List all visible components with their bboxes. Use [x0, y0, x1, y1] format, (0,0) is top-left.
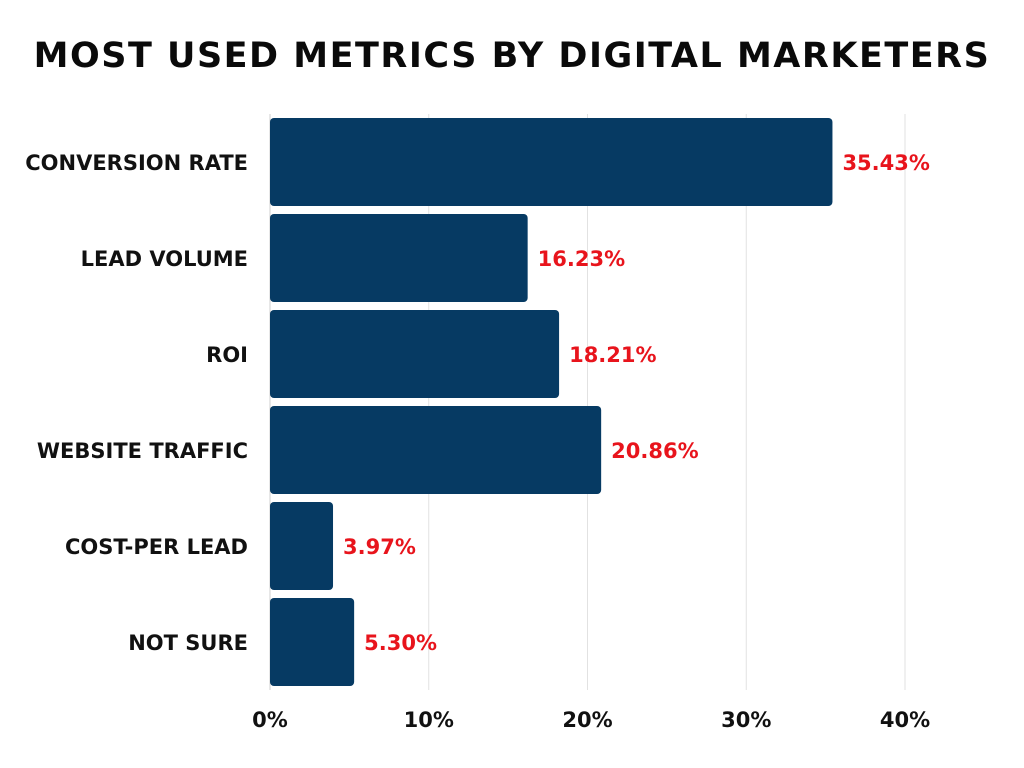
category-label: LEAD VOLUME — [81, 247, 248, 271]
bar — [270, 406, 602, 494]
data-label: 5.30% — [364, 631, 437, 655]
bar — [270, 502, 334, 590]
category-label: COST-PER LEAD — [65, 535, 248, 559]
data-label: 20.86% — [611, 439, 698, 463]
chart-title: MOST USED METRICS BY DIGITAL MARKETERS — [33, 36, 991, 76]
data-label: 35.43% — [842, 151, 929, 175]
bar — [270, 310, 560, 398]
category-label: NOT SURE — [128, 631, 248, 655]
data-label: 18.21% — [569, 343, 656, 367]
x-tick-label: 10% — [404, 708, 454, 732]
value-labels: 35.43% 16.23% 18.21% 20.86% 3.97% 5.30% — [343, 151, 930, 655]
category-label: ROI — [206, 343, 248, 367]
bar — [270, 598, 355, 686]
x-tick-label: 0% — [252, 708, 288, 732]
bar — [270, 214, 528, 302]
x-tick-label: 30% — [721, 708, 771, 732]
x-axis-tick-labels: 0% 10% 20% 30% 40% — [252, 708, 930, 732]
category-label: CONVERSION RATE — [25, 151, 248, 175]
x-tick-label: 40% — [880, 708, 930, 732]
data-label: 3.97% — [343, 535, 416, 559]
x-tick-label: 20% — [562, 708, 612, 732]
gridlines — [269, 114, 906, 690]
category-labels: CONVERSION RATE LEAD VOLUME ROI WEBSITE TRA… — [25, 151, 248, 655]
bar — [270, 118, 833, 206]
bars — [270, 118, 833, 686]
category-label: WEBSITE TRAFFIC — [37, 439, 248, 463]
data-label: 16.23% — [538, 247, 625, 271]
